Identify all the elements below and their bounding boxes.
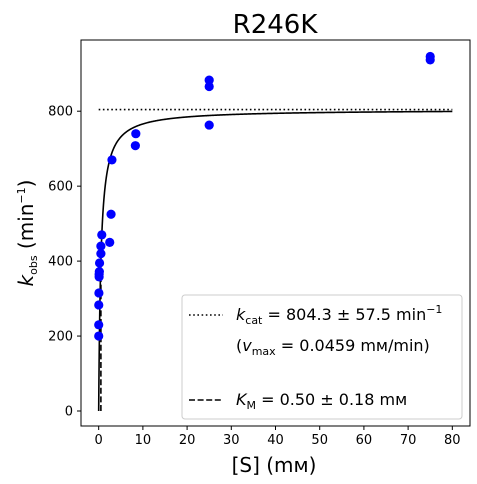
chart-title: R246K <box>233 10 319 40</box>
data-point <box>204 120 214 130</box>
data-point <box>130 141 140 151</box>
legend-kcat-text: kcat = 804.3 ± 57.5 min−1 <box>236 303 442 327</box>
legend-vmax-open: ( <box>236 336 242 355</box>
legend-vmax-text: (vmax = 0.0459 mм/min) <box>236 336 430 358</box>
data-point <box>204 81 214 92</box>
data-point <box>97 230 107 240</box>
legend-box <box>181 294 463 420</box>
y-axis-label-sub: obs <box>27 255 40 275</box>
data-point <box>96 241 106 251</box>
legend-kcat-symbol: k <box>236 305 246 324</box>
legend-km-symbol: K <box>236 390 248 409</box>
data-point <box>94 258 105 268</box>
legend-kcat-value: = 804.3 ± 57.5 min <box>262 305 426 324</box>
x-ticks: 0 10 20 30 40 50 60 70 80 <box>95 426 461 448</box>
y-tick-label: 200 <box>48 330 73 345</box>
data-point <box>94 267 104 277</box>
legend-vmax-sub: max <box>252 345 276 358</box>
plot-layer <box>94 51 453 412</box>
y-axis-label-post: ) <box>14 180 38 188</box>
legend-km-value: = 0.50 ± 0.18 mм <box>256 390 407 409</box>
data-point <box>105 237 115 247</box>
data-point <box>204 75 214 85</box>
data-point <box>107 155 117 165</box>
y-tick-label: 0 <box>65 405 73 420</box>
data-point <box>131 129 141 139</box>
data-point <box>425 51 435 62</box>
data-point <box>94 288 104 298</box>
y-axis-label-sup: −1 <box>15 187 28 203</box>
x-tick-label: 0 <box>95 433 103 448</box>
data-point <box>94 300 104 310</box>
x-tick-label: 30 <box>223 433 240 448</box>
y-axis-label-k: k <box>14 273 38 286</box>
x-tick-label: 60 <box>356 433 373 448</box>
x-tick-label: 50 <box>311 433 328 448</box>
x-tick-label: 10 <box>135 433 152 448</box>
y-tick-label: 400 <box>48 255 73 270</box>
data-point <box>96 249 106 259</box>
legend-km-text: KM = 0.50 ± 0.18 mм <box>236 390 407 412</box>
y-tick-label: 800 <box>48 105 73 120</box>
y-ticks: 0 200 400 600 800 <box>48 105 81 420</box>
legend-kcat-sub: cat <box>245 314 263 327</box>
legend-kcat-sup: −1 <box>426 303 442 316</box>
y-axis-label: kobs (min−1) <box>14 180 40 287</box>
legend-vmax-symbol: v <box>242 336 252 355</box>
x-tick-label: 40 <box>267 433 284 448</box>
legend-vmax-value: = 0.0459 mм/min) <box>276 336 430 355</box>
fit-curve <box>97 110 453 412</box>
data-point <box>94 331 104 341</box>
y-axis-label-pre: (min <box>14 204 38 256</box>
legend: kcat = 804.3 ± 57.5 min−1 (vmax = 0.0459… <box>181 294 463 420</box>
data-point <box>106 209 116 219</box>
x-tick-label: 70 <box>400 433 417 448</box>
y-tick-label: 600 <box>48 180 73 195</box>
x-axis-label: [S] (mм) <box>232 453 317 477</box>
data-point <box>94 320 104 330</box>
x-tick-label: 20 <box>179 433 196 448</box>
legend-km-sub: M <box>247 399 257 412</box>
x-tick-label: 80 <box>444 433 461 448</box>
